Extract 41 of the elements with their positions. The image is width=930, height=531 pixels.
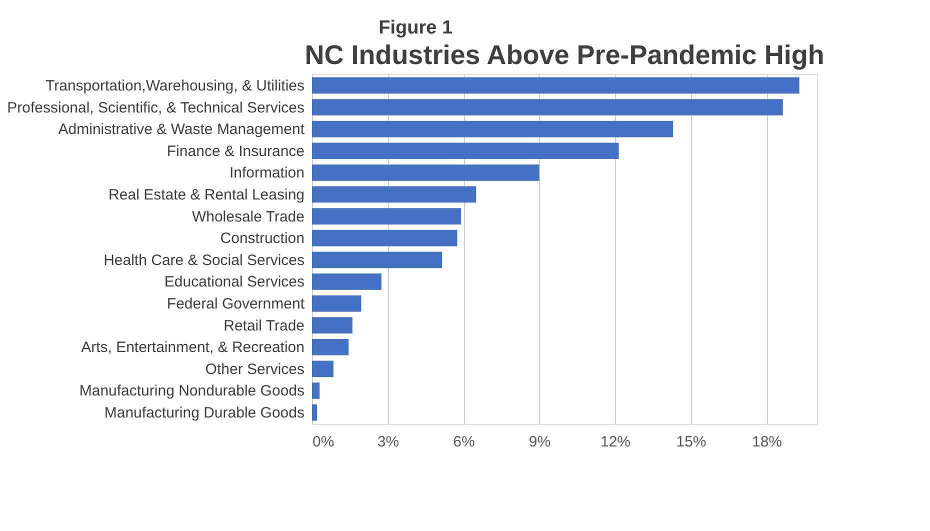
bar — [312, 142, 619, 160]
y-tick-label: Arts, Entertainment, & Recreation — [81, 339, 304, 356]
bar — [312, 77, 800, 94]
bar — [312, 360, 334, 378]
y-tick-label: Transportation,Warehousing, & Utilities — [46, 77, 304, 94]
bar — [312, 338, 349, 356]
bar — [312, 208, 461, 224]
y-tick-label: Other Services — [205, 360, 304, 378]
x-tick-label: 3% — [377, 434, 400, 450]
x-tick-label: 0% — [312, 434, 334, 450]
y-tick-label: Professional, Scientific, & Technical Services — [7, 99, 304, 116]
y-tick-label: Health Care & Social Services — [104, 252, 304, 269]
bar — [312, 99, 783, 116]
y-tick-label: Federal Government — [166, 296, 306, 313]
bar — [312, 186, 476, 203]
x-tick-label: 6% — [453, 434, 475, 450]
x-tick-label: 9% — [528, 434, 551, 450]
bar — [312, 164, 540, 181]
bar — [312, 317, 352, 334]
x-tick-label: 12% — [600, 434, 631, 450]
y-tick-label: Construction — [220, 230, 304, 248]
y-tick-label: Manufacturing Nondurable Goods — [79, 382, 304, 400]
chart-title: NC Industries Above Pre-Pandemic High — [304, 40, 824, 70]
bar — [312, 252, 442, 268]
y-tick-label: Administrative & Waste Management — [58, 121, 306, 138]
x-tick-label: 15% — [676, 434, 706, 450]
bar — [312, 274, 382, 290]
y-tick-label: Information — [229, 164, 304, 182]
x-tick-label: 18% — [752, 434, 782, 450]
y-tick-label: Retail Trade — [224, 317, 304, 334]
bar — [312, 295, 362, 312]
bar — [312, 382, 320, 399]
y-tick-label: Real Estate & Rental Leasing — [108, 186, 304, 204]
y-tick-label: Finance & Insurance — [166, 142, 304, 160]
bar — [312, 404, 318, 421]
bar — [312, 120, 674, 138]
y-tick-label: Educational Services — [164, 274, 304, 291]
y-tick-label: Wholesale Trade — [192, 208, 304, 226]
chart-subtitle: Figure 1 — [378, 18, 453, 38]
y-tick-label: Manufacturing Durable Goods — [104, 404, 304, 422]
bar — [312, 230, 458, 246]
